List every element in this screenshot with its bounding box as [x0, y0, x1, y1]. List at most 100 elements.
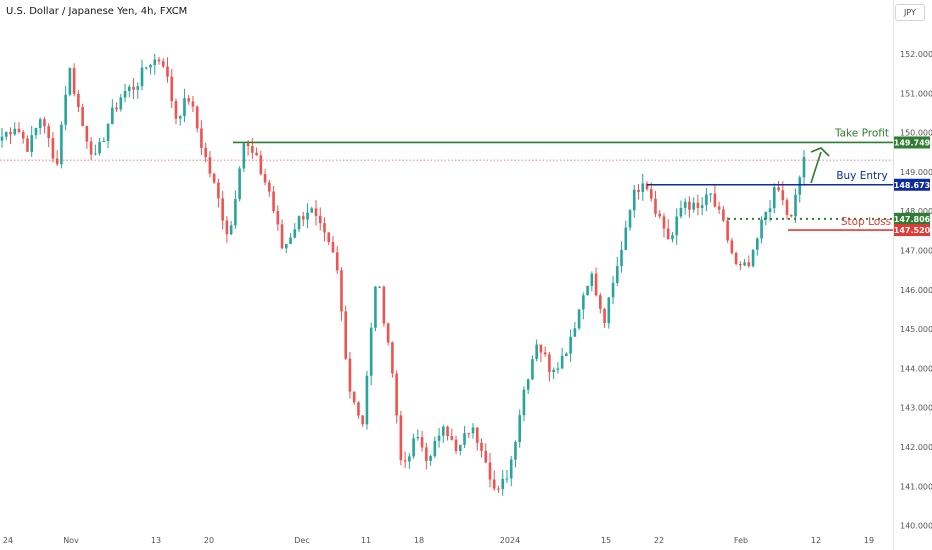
candle-body: [234, 199, 237, 226]
candle-body: [675, 216, 678, 236]
candle-body: [128, 86, 131, 91]
candle-body: [170, 76, 174, 102]
x-tick-label: 15: [601, 536, 611, 545]
candle-body: [586, 285, 589, 296]
y-tick-label: 145.000: [900, 325, 932, 334]
candle-body: [458, 444, 462, 452]
candle-body: [798, 177, 802, 195]
candle-body: [700, 205, 704, 208]
candle-body: [450, 436, 454, 440]
candle-body: [221, 198, 224, 221]
candle-body: [649, 189, 653, 199]
candle-body: [747, 262, 751, 267]
candle-body: [641, 183, 645, 193]
candle-body: [539, 344, 543, 353]
candle-body: [709, 193, 712, 195]
candle-body: [263, 173, 267, 183]
candle-body: [726, 220, 729, 241]
candle-body: [756, 238, 759, 250]
candle-body: [526, 379, 530, 390]
price-badge: [894, 212, 930, 225]
candle-body: [522, 389, 526, 416]
candle-body: [161, 61, 165, 67]
candle-body: [111, 107, 114, 125]
candle-body: [416, 437, 420, 439]
candle-body: [429, 455, 432, 461]
currency-button[interactable]: JPY: [895, 4, 925, 21]
candle-body: [764, 212, 768, 220]
price-badge-label: 149.749: [894, 138, 931, 147]
candle-body: [556, 368, 560, 370]
candle-body: [47, 126, 50, 139]
candle-body: [242, 143, 246, 169]
candle-body: [420, 437, 424, 448]
x-tick-label: 12: [811, 536, 821, 545]
candle-body: [9, 131, 12, 135]
candle-body: [751, 249, 755, 267]
candle-body: [357, 402, 360, 416]
candle-body: [374, 286, 377, 328]
candle-body: [395, 373, 398, 416]
candle-body: [13, 128, 17, 135]
chart-title: U.S. Dollar / Japanese Yen, 4h, FXCM: [6, 6, 188, 17]
candle-body: [85, 126, 89, 142]
candle-body: [178, 116, 182, 119]
candle-body: [314, 208, 318, 216]
candle-body: [789, 214, 793, 217]
candle-body: [386, 323, 390, 343]
candle-body: [369, 327, 373, 376]
y-tick-label: 149.000: [900, 168, 932, 177]
price-badge-label: 148.673: [894, 181, 930, 190]
candle-body: [722, 209, 725, 221]
candle-body: [611, 282, 615, 298]
candle-body: [340, 270, 343, 312]
candle-body: [412, 438, 415, 457]
level-name: Take Profit: [834, 127, 889, 139]
candle-body: [280, 224, 284, 249]
candle-body: [144, 67, 148, 69]
candle-body: [471, 427, 475, 434]
candle-body: [352, 391, 356, 403]
candle-body: [552, 369, 555, 373]
candle-body: [77, 93, 80, 108]
candle-body: [705, 194, 708, 206]
x-tick-label: 19: [864, 536, 874, 545]
price-badge-label: 147.806: [894, 215, 931, 224]
candle-body: [276, 211, 280, 225]
x-tick-label: 11: [361, 536, 371, 545]
candle-body: [565, 353, 568, 357]
candle-body: [615, 266, 619, 283]
price-badge: [894, 136, 930, 149]
candle-body: [739, 263, 742, 266]
candle-body: [671, 235, 674, 240]
candle-body: [361, 415, 364, 425]
projection-arrow-line: [810, 151, 822, 184]
candle-body: [603, 308, 606, 324]
y-tick-label: 141.000: [900, 482, 932, 491]
candle-body: [666, 228, 670, 240]
candle-body: [225, 220, 229, 235]
candle-body: [119, 97, 123, 110]
candle-body: [89, 141, 93, 155]
candle-body: [30, 135, 34, 152]
y-tick-label: 148.000: [900, 207, 932, 216]
candle-body: [132, 86, 135, 90]
candle-body: [497, 488, 500, 490]
candle-body: [696, 202, 700, 208]
candle-body: [285, 243, 288, 249]
x-tick-label: 20: [204, 536, 214, 545]
candle-body: [408, 456, 411, 462]
candle-body: [467, 433, 471, 435]
candle-body: [683, 201, 687, 208]
candle-body: [543, 352, 547, 355]
candle-body: [391, 342, 394, 374]
candle-body: [425, 447, 428, 461]
y-tick-label: 152.000: [900, 50, 932, 59]
candle-body: [136, 86, 140, 90]
candle-body: [679, 207, 683, 217]
candle-body: [365, 375, 369, 425]
candle-body: [68, 68, 72, 95]
x-tick-label: 24: [3, 536, 13, 545]
candle-body: [344, 311, 348, 359]
candle-body: [632, 189, 636, 211]
